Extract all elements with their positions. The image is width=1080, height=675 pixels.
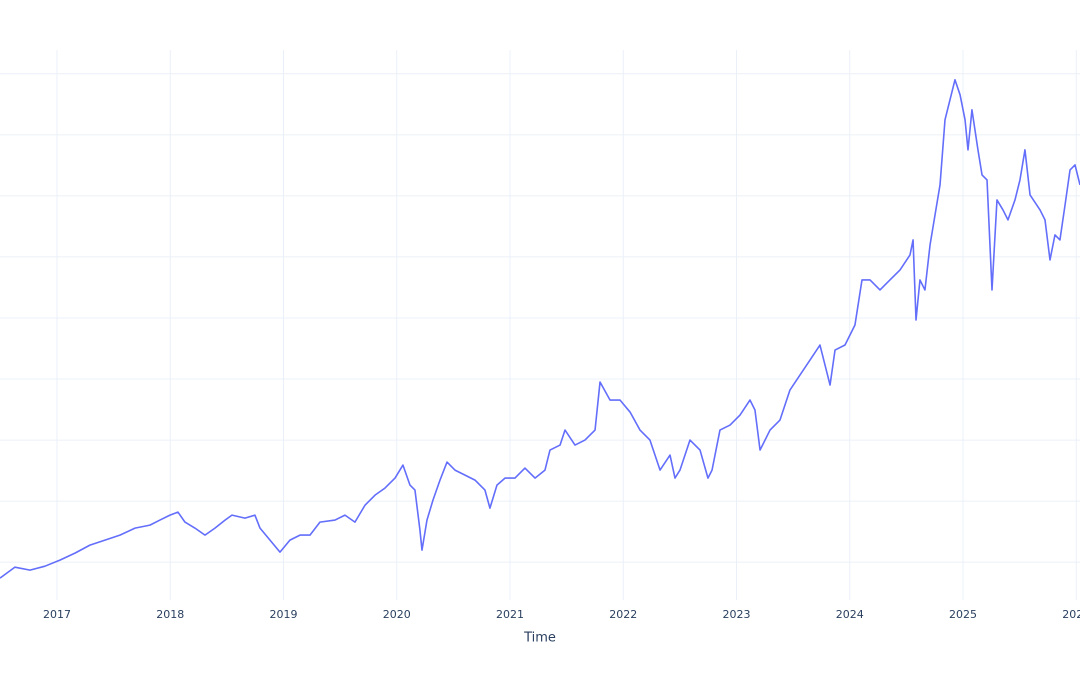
x-tick-label: 2018 (156, 608, 184, 621)
x-tick-label: 2025 (949, 608, 977, 621)
x-tick-label: 2017 (43, 608, 71, 621)
x-tick-label: 2024 (836, 608, 864, 621)
x-tick-label: 2019 (269, 608, 297, 621)
x-tick-label: 2022 (609, 608, 637, 621)
price-line (0, 78, 1080, 579)
x-tick-label: 2026 (1062, 608, 1080, 621)
x-tick-label: 2020 (383, 608, 411, 621)
x-axis-title: Time (523, 631, 556, 646)
x-tick-label: 2021 (496, 608, 524, 621)
x-tick-label: 2023 (722, 608, 750, 621)
